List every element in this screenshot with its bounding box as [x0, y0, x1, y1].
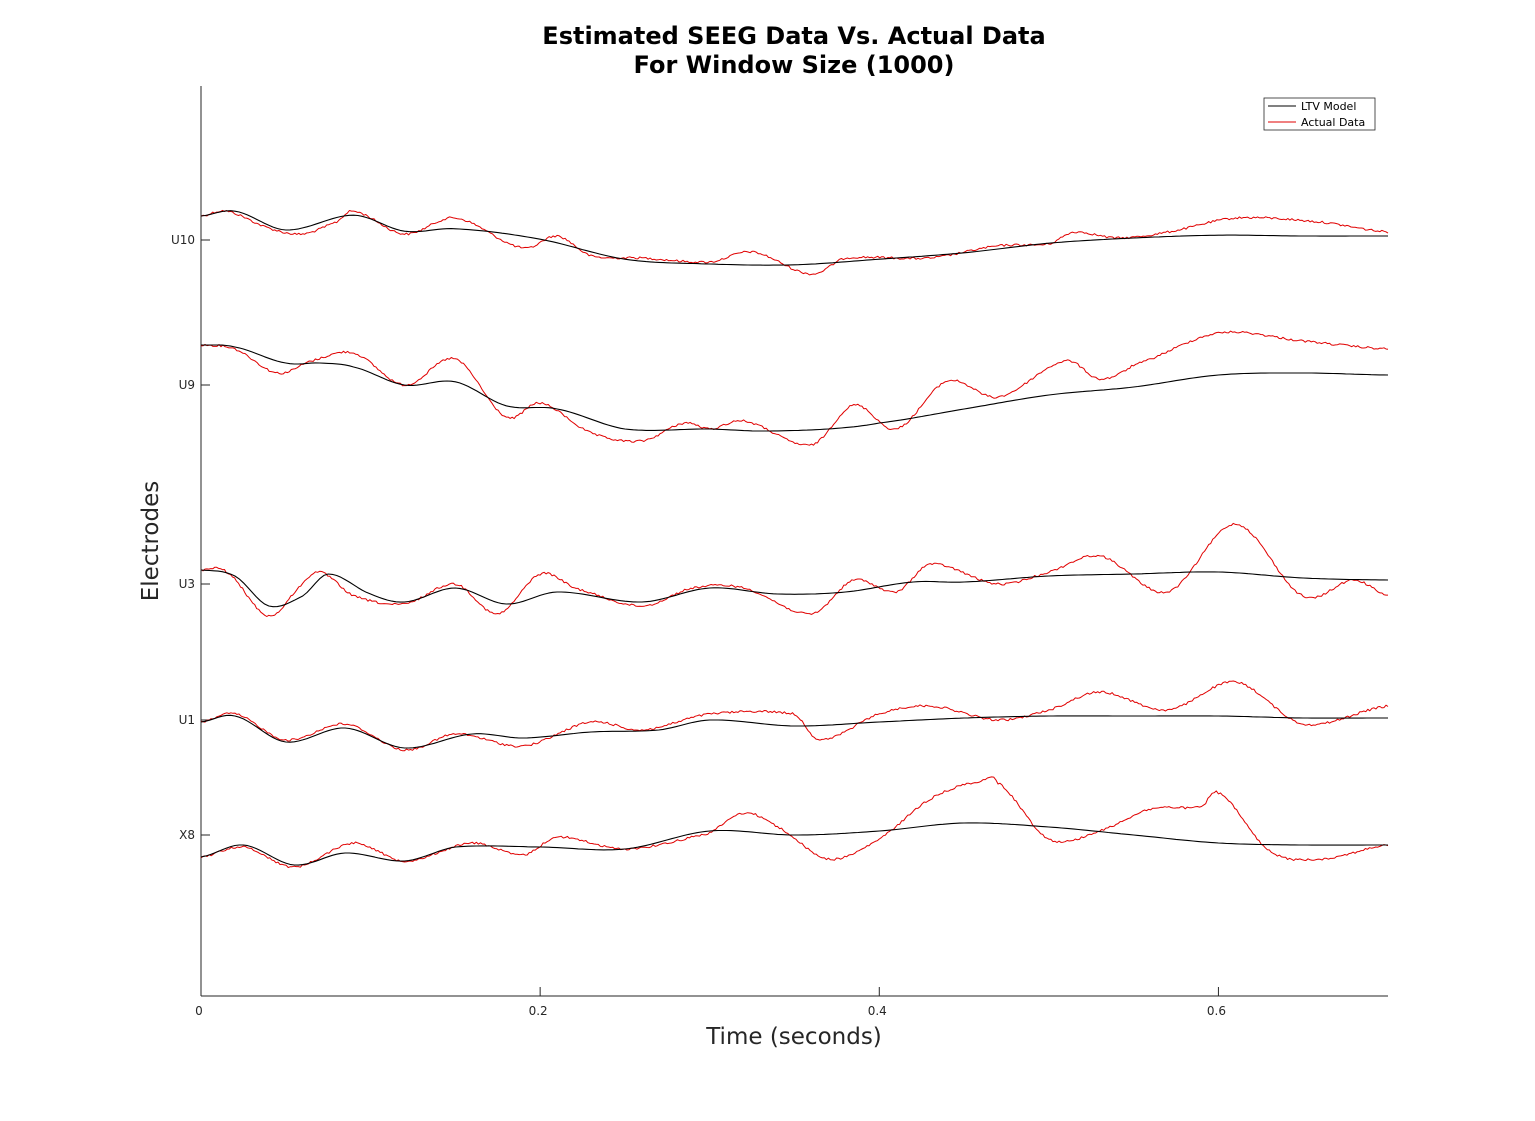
x-tick-label: 0.4	[868, 1004, 887, 1018]
y-ticks: U10 U9 U3 U1 X8	[171, 233, 210, 842]
actual-data-line-x8	[200, 776, 1389, 868]
x-tick-label: 0.2	[529, 1004, 548, 1018]
ltv-model-line-u3	[200, 569, 1389, 608]
legend-label-actual-data: Actual Data	[1301, 116, 1365, 129]
y-tick-label: U9	[179, 378, 195, 392]
actual-data-line-u3	[200, 522, 1388, 617]
plot-area: 0 0.2 0.4 0.6 U10 U9 U3 U1 X8	[171, 86, 1389, 1018]
chart-title: Estimated SEEG Data Vs. Actual Data	[542, 22, 1045, 50]
x-ticks: 0 0.2 0.4 0.6	[195, 987, 1226, 1018]
x-tick-label: 0.6	[1207, 1004, 1226, 1018]
series-group	[200, 209, 1389, 868]
ltv-model-line-u1	[200, 714, 1388, 749]
y-tick-label: U10	[171, 233, 195, 247]
legend-label-ltv-model: LTV Model	[1301, 100, 1356, 113]
y-tick-label: X8	[179, 828, 195, 842]
x-tick-label: 0	[195, 1004, 203, 1018]
legend-box	[1263, 97, 1376, 131]
y-tick-label: U1	[179, 713, 195, 727]
ltv-model-line-u10	[200, 210, 1388, 266]
actual-data-line-u9	[200, 330, 1389, 446]
y-axis-label: Electrodes	[138, 481, 164, 602]
ltv-model-line-u9	[200, 344, 1389, 432]
actual-data-line-u1	[200, 680, 1389, 752]
ltv-model-line-x8	[200, 822, 1388, 866]
chart-subtitle: For Window Size (1000)	[634, 51, 955, 79]
legend: LTV Model Actual Data	[1263, 97, 1376, 131]
actual-data-line-u10	[200, 209, 1389, 276]
x-axis-label: Time (seconds)	[705, 1024, 882, 1050]
y-tick-label: U3	[179, 577, 195, 591]
